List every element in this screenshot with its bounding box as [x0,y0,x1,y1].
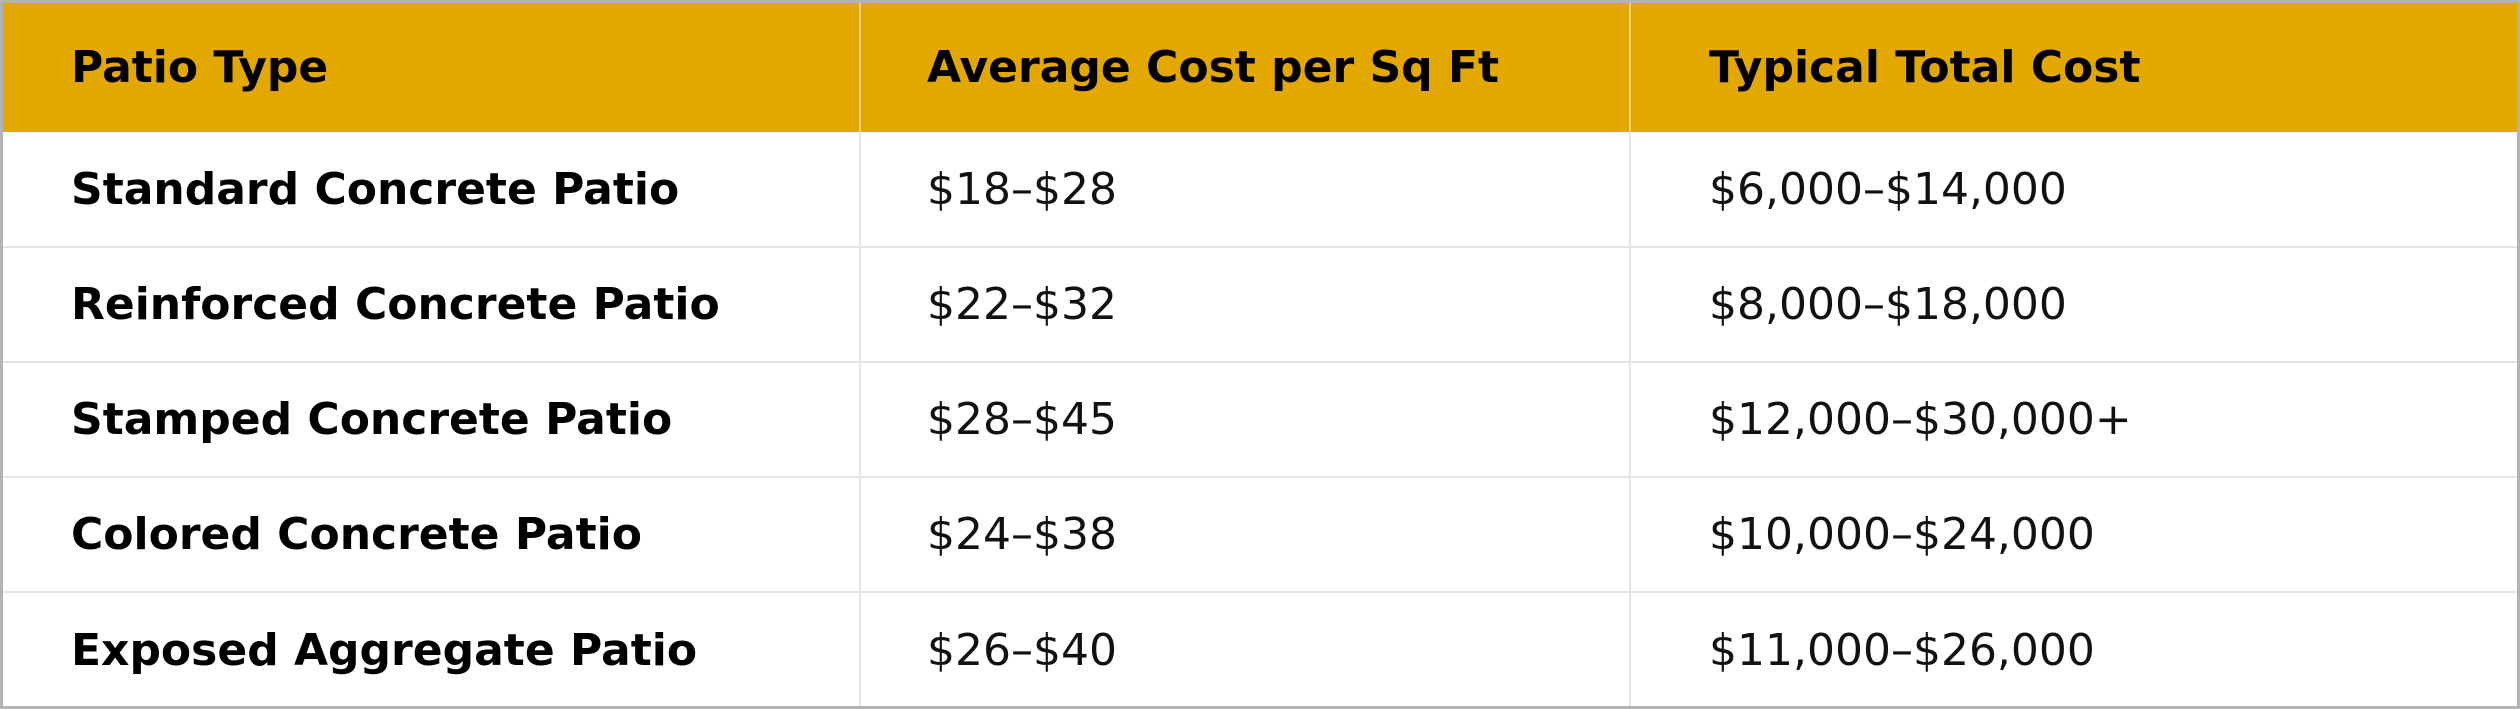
header-typical-total-cost: Typical Total Cost [1630,3,2517,132]
table-row: Exposed Aggregate Patio $26–$40 $11,000–… [3,592,2517,706]
cell-cost-per-sqft: $24–$38 [860,477,1631,593]
cell-cost-per-sqft: $18–$28 [860,132,1631,248]
table-header-row: Patio Type Average Cost per Sq Ft Typica… [3,3,2517,132]
table-row: Reinforced Concrete Patio $22–$32 $8,000… [3,247,2517,363]
cell-patio-type: Exposed Aggregate Patio [3,592,861,706]
table-row: Stamped Concrete Patio $28–$45 $12,000–$… [3,362,2517,478]
cell-cost-per-sqft: $26–$40 [860,592,1631,706]
cell-total-cost: $10,000–$24,000 [1630,477,2517,593]
cell-patio-type: Standard Concrete Patio [3,132,861,248]
header-patio-type: Patio Type [3,3,861,132]
table-row: Colored Concrete Patio $24–$38 $10,000–$… [3,477,2517,593]
cell-total-cost: $6,000–$14,000 [1630,132,2517,248]
cell-patio-type: Colored Concrete Patio [3,477,861,593]
patio-cost-table: Patio Type Average Cost per Sq Ft Typica… [3,3,2517,706]
table-row: Standard Concrete Patio $18–$28 $6,000–$… [3,132,2517,248]
header-average-cost-per-sq-ft: Average Cost per Sq Ft [860,3,1631,132]
cell-total-cost: $11,000–$26,000 [1709,624,2095,676]
cell-total-cost: $8,000–$18,000 [1630,247,2517,363]
cell-total-cost: $12,000–$30,000+ [1630,362,2517,478]
cell-cost-per-sqft: $28–$45 [860,362,1631,478]
cell-patio-type: Stamped Concrete Patio [3,362,861,478]
cell-cost-per-sqft: $22–$32 [860,247,1631,363]
cell-patio-type: Reinforced Concrete Patio [3,247,861,363]
